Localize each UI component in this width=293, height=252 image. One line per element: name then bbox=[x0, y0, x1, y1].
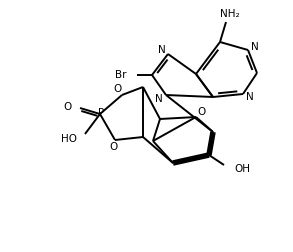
Text: NH₂: NH₂ bbox=[220, 9, 240, 19]
Text: P: P bbox=[98, 108, 104, 118]
Text: Br: Br bbox=[115, 70, 127, 80]
Text: O: O bbox=[109, 142, 117, 152]
Text: N: N bbox=[251, 42, 259, 52]
Text: O: O bbox=[197, 107, 205, 117]
Text: HO: HO bbox=[61, 134, 77, 144]
Text: O: O bbox=[64, 102, 72, 112]
Text: O: O bbox=[113, 84, 121, 94]
Text: N: N bbox=[155, 94, 163, 104]
Text: N: N bbox=[158, 45, 166, 55]
Text: N: N bbox=[246, 92, 254, 102]
Text: OH: OH bbox=[234, 164, 250, 174]
